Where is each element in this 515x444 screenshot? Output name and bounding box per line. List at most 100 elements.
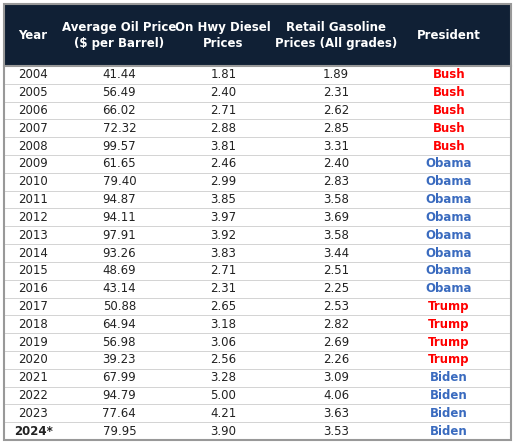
Bar bbox=[4, 369, 511, 387]
Text: Biden: Biden bbox=[430, 407, 468, 420]
Text: 2.31: 2.31 bbox=[323, 86, 349, 99]
Bar bbox=[4, 190, 511, 209]
Text: 2009: 2009 bbox=[18, 158, 48, 170]
Text: 2004: 2004 bbox=[18, 68, 48, 81]
Text: 72.32: 72.32 bbox=[102, 122, 136, 135]
Text: 2014: 2014 bbox=[18, 246, 48, 259]
Bar bbox=[4, 4, 511, 66]
Text: 2024*: 2024* bbox=[14, 424, 53, 438]
Text: 2.40: 2.40 bbox=[210, 86, 236, 99]
Text: 2020: 2020 bbox=[18, 353, 48, 366]
Text: Obama: Obama bbox=[425, 229, 472, 242]
Text: 3.97: 3.97 bbox=[210, 211, 236, 224]
Text: 2015: 2015 bbox=[18, 264, 48, 278]
Text: 3.18: 3.18 bbox=[210, 318, 236, 331]
Bar bbox=[4, 333, 511, 351]
Text: 39.23: 39.23 bbox=[102, 353, 136, 366]
Text: 41.44: 41.44 bbox=[102, 68, 136, 81]
Text: 1.81: 1.81 bbox=[210, 68, 236, 81]
Text: 2.82: 2.82 bbox=[323, 318, 349, 331]
Text: Bush: Bush bbox=[433, 140, 465, 153]
Text: 2.53: 2.53 bbox=[323, 300, 349, 313]
Text: Bush: Bush bbox=[433, 122, 465, 135]
Text: 3.44: 3.44 bbox=[323, 246, 349, 259]
Text: 5.00: 5.00 bbox=[210, 389, 236, 402]
Text: 2.71: 2.71 bbox=[210, 104, 236, 117]
Text: 93.26: 93.26 bbox=[102, 246, 136, 259]
Text: 3.63: 3.63 bbox=[323, 407, 349, 420]
Text: 3.53: 3.53 bbox=[323, 424, 349, 438]
Bar bbox=[4, 155, 511, 173]
Text: 3.09: 3.09 bbox=[323, 371, 349, 384]
Text: Trump: Trump bbox=[428, 353, 470, 366]
Bar bbox=[4, 84, 511, 102]
Text: 2021: 2021 bbox=[18, 371, 48, 384]
Text: 99.57: 99.57 bbox=[102, 140, 136, 153]
Bar bbox=[4, 209, 511, 226]
Text: 79.95: 79.95 bbox=[102, 424, 136, 438]
Text: 61.65: 61.65 bbox=[102, 158, 136, 170]
Text: 2.46: 2.46 bbox=[210, 158, 236, 170]
Text: 1.89: 1.89 bbox=[323, 68, 349, 81]
Text: 3.31: 3.31 bbox=[323, 140, 349, 153]
Text: 3.69: 3.69 bbox=[323, 211, 349, 224]
Text: 2007: 2007 bbox=[18, 122, 48, 135]
Text: 50.88: 50.88 bbox=[102, 300, 136, 313]
Text: 77.64: 77.64 bbox=[102, 407, 136, 420]
Text: 3.28: 3.28 bbox=[210, 371, 236, 384]
Text: 4.06: 4.06 bbox=[323, 389, 349, 402]
Text: 2.71: 2.71 bbox=[210, 264, 236, 278]
Text: On Hwy Diesel
Prices: On Hwy Diesel Prices bbox=[176, 20, 271, 49]
Text: Bush: Bush bbox=[433, 86, 465, 99]
Text: Biden: Biden bbox=[430, 389, 468, 402]
Text: Obama: Obama bbox=[425, 246, 472, 259]
Text: 67.99: 67.99 bbox=[102, 371, 136, 384]
Text: 3.83: 3.83 bbox=[210, 246, 236, 259]
Text: Biden: Biden bbox=[430, 371, 468, 384]
Text: 2017: 2017 bbox=[18, 300, 48, 313]
Text: Trump: Trump bbox=[428, 318, 470, 331]
Text: 66.02: 66.02 bbox=[102, 104, 136, 117]
Text: President: President bbox=[417, 28, 481, 41]
Text: 2.69: 2.69 bbox=[323, 336, 349, 349]
Text: 94.79: 94.79 bbox=[102, 389, 136, 402]
Text: Obama: Obama bbox=[425, 158, 472, 170]
Bar bbox=[4, 404, 511, 422]
Text: Obama: Obama bbox=[425, 175, 472, 188]
Bar bbox=[4, 387, 511, 404]
Bar bbox=[4, 244, 511, 262]
Text: 2.26: 2.26 bbox=[323, 353, 349, 366]
Bar bbox=[4, 262, 511, 280]
Text: 97.91: 97.91 bbox=[102, 229, 136, 242]
Text: Bush: Bush bbox=[433, 68, 465, 81]
Text: 56.49: 56.49 bbox=[102, 86, 136, 99]
Text: 2008: 2008 bbox=[19, 140, 48, 153]
Text: 2006: 2006 bbox=[18, 104, 48, 117]
Text: Trump: Trump bbox=[428, 336, 470, 349]
Text: 2.51: 2.51 bbox=[323, 264, 349, 278]
Text: 2022: 2022 bbox=[18, 389, 48, 402]
Text: 79.40: 79.40 bbox=[102, 175, 136, 188]
Bar bbox=[4, 280, 511, 297]
Text: 3.81: 3.81 bbox=[210, 140, 236, 153]
Text: 2012: 2012 bbox=[18, 211, 48, 224]
Text: Year: Year bbox=[19, 28, 48, 41]
Text: 94.87: 94.87 bbox=[102, 193, 136, 206]
Text: 3.58: 3.58 bbox=[323, 229, 349, 242]
Text: 2013: 2013 bbox=[18, 229, 48, 242]
Text: 2.62: 2.62 bbox=[323, 104, 349, 117]
Text: Obama: Obama bbox=[425, 193, 472, 206]
Text: 2011: 2011 bbox=[18, 193, 48, 206]
Bar bbox=[4, 137, 511, 155]
Text: 2023: 2023 bbox=[18, 407, 48, 420]
Text: 2.99: 2.99 bbox=[210, 175, 236, 188]
Text: Retail Gasoline
Prices (All grades): Retail Gasoline Prices (All grades) bbox=[275, 20, 397, 49]
Text: 2018: 2018 bbox=[18, 318, 48, 331]
Text: Obama: Obama bbox=[425, 282, 472, 295]
Text: Obama: Obama bbox=[425, 264, 472, 278]
Text: 48.69: 48.69 bbox=[102, 264, 136, 278]
Text: 2.56: 2.56 bbox=[210, 353, 236, 366]
Text: 3.85: 3.85 bbox=[210, 193, 236, 206]
Text: 2005: 2005 bbox=[19, 86, 48, 99]
Text: Average Oil Price
($ per Barrel): Average Oil Price ($ per Barrel) bbox=[62, 20, 177, 49]
